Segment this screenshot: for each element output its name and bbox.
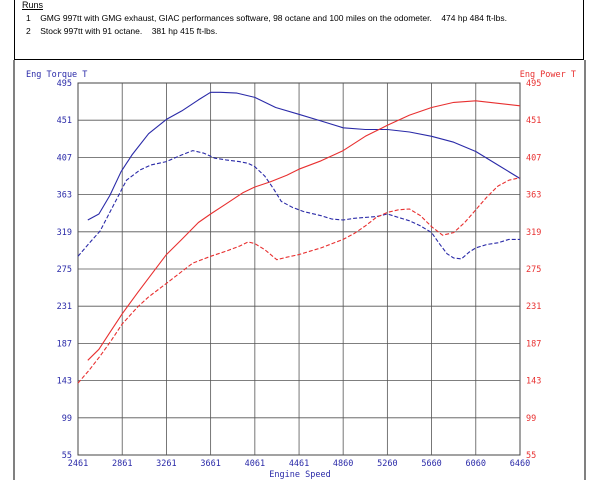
x-tick-label: 5660 [421, 459, 441, 469]
y-tick-label-left: 99 [62, 414, 72, 424]
y-tick-label-left: 319 [57, 228, 72, 238]
left-axis-label: Eng Torque T [26, 70, 87, 80]
y-tick-label-left: 55 [62, 451, 72, 461]
y-tick-label-right: 451 [526, 116, 541, 126]
x-tick-label: 6460 [510, 459, 530, 469]
grid [77, 82, 521, 456]
y-tick-label-left: 275 [57, 265, 72, 275]
y-tick-label-right: 495 [526, 79, 541, 89]
run-description: GMG 997tt with GMG exhaust, GIAC perform… [40, 13, 432, 23]
run-row-2: 2 Stock 997tt with 91 octane. 381 hp 415… [26, 26, 217, 36]
run-number: 2 [26, 26, 31, 36]
run-result: 381 hp 415 ft-lbs. [151, 26, 218, 36]
x-tick-label: 3261 [156, 459, 176, 469]
series-line-power-run1 [87, 100, 521, 361]
series-lines [77, 91, 521, 384]
y-tick-label-right: 99 [526, 414, 536, 424]
right-axis-label: Eng Power T [520, 70, 576, 80]
x-tick-label: 2461 [68, 459, 88, 469]
y-tick-label-left: 187 [57, 339, 72, 349]
x-tick-label: 6060 [466, 459, 486, 469]
series-line-power-run2 [77, 177, 521, 384]
series-line-torque-run2 [77, 150, 520, 260]
series-line-torque-run1 [87, 91, 521, 221]
run-result: 474 hp 484 ft-lbs. [441, 13, 507, 23]
x-tick-label: 4061 [245, 459, 265, 469]
y-tick-label-left: 143 [57, 377, 72, 387]
run-number: 1 [26, 13, 31, 23]
x-axis-label: Engine Speed [269, 470, 330, 480]
tick-labels: 2461 2861 3261 3661 4061 4461 4860 5260 5660 6060… [57, 79, 542, 469]
y-tick-label-right: 319 [526, 228, 541, 238]
runs-title: Runs [22, 0, 44, 10]
y-tick-label-right: 231 [526, 302, 541, 312]
x-tick-label: 4860 [333, 459, 353, 469]
y-tick-label-right: 363 [526, 191, 541, 201]
y-tick-label-right: 55 [526, 451, 536, 461]
x-tick-label: 5260 [377, 459, 397, 469]
run-description: Stock 997tt with 91 octane. [40, 26, 143, 36]
x-tick-label: 2861 [112, 459, 132, 469]
y-tick-label-left: 231 [57, 302, 72, 312]
y-tick-label-right: 275 [526, 265, 541, 275]
runs-panel [14, 0, 584, 60]
y-tick-label-left: 407 [57, 153, 72, 163]
y-tick-label-left: 451 [57, 116, 72, 126]
y-tick-label-left: 495 [57, 79, 72, 89]
y-tick-label-right: 143 [526, 377, 541, 387]
x-tick-label: 3661 [200, 459, 220, 469]
x-tick-label: 4461 [289, 459, 309, 469]
y-tick-label-right: 407 [526, 153, 541, 163]
y-tick-label-right: 187 [526, 339, 541, 349]
y-tick-label-left: 363 [57, 191, 72, 201]
run-row-1: 1 GMG 997tt with GMG exhaust, GIAC perfo… [26, 13, 507, 23]
